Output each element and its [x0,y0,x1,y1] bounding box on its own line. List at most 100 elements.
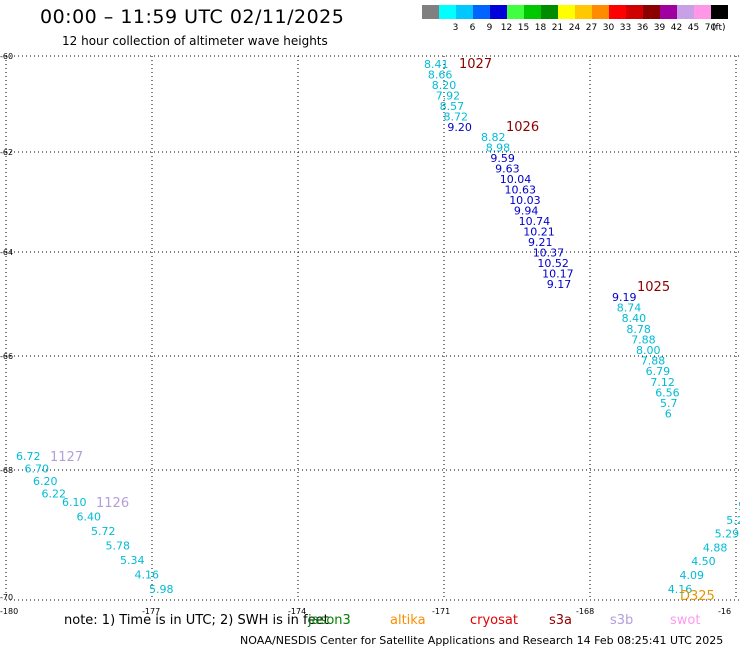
swh-value: 5.72 [91,525,116,538]
longitude-tick-label: -16 [718,607,731,616]
swh-value: 10.04 [500,173,532,186]
swh-value: 9.20 [447,121,472,134]
swh-value: 4.09 [680,569,705,582]
pass-number: D325 [680,589,715,604]
swh-value: 6.79 [646,365,671,378]
swh-value: 10.03 [509,194,541,207]
colorbar-swatch [694,5,711,19]
swh-value: 8.41 [424,58,449,71]
colorbar-label: 6 [469,23,476,33]
swh-value: 7.88 [641,355,666,368]
footer-credit: NOAA/NESDIS Center for Satellite Applica… [240,634,724,647]
swh-value: 6.40 [77,511,102,524]
swh-value: 4.50 [691,555,716,568]
colorbar-swatch [609,5,626,19]
axis-labels: -180 -177 -174 -171 -168 -16 -60 -62 -64 -66 -68 -7… [0,52,731,616]
pass-number: 1126 [96,496,129,511]
pass-number: 1026 [506,120,539,135]
colorbar-swatch [422,5,439,19]
colorbar-swatch [439,5,456,19]
swh-value: 7.12 [650,376,675,389]
swh-value: 4.16 [668,583,693,596]
swh-value: 8.57 [440,100,465,113]
swh-value: 7.92 [436,90,461,103]
pass-number: 1025 [637,280,670,295]
map-title: 00:00 – 11:59 UTC 02/11/2025 [40,6,345,28]
colorbar-swatch [558,5,575,19]
colorbar-swatch [541,5,558,19]
latitude-tick-label: -64 [0,248,13,257]
swh-value: 6.22 [42,488,67,501]
swh-value: 8.98 [486,142,511,155]
swh-value: 6.70 [25,463,50,476]
colorbar-swatch [575,5,592,19]
colorbar-label: 18 [534,23,547,33]
pass-number: 1127 [50,450,83,465]
latitude-tick-label: -66 [0,352,13,361]
colorbar-swatch [456,5,473,19]
colorbar-swatch [677,5,694,19]
swh-value: 6.20 [33,475,58,488]
swh-value: 8.00 [636,344,661,357]
swh-value: 5 [738,500,740,513]
swh-value: 9.19 [612,291,637,304]
colorbar-swatch [626,5,643,19]
swh-value: 8.72 [444,111,469,124]
colorbar-label: 3 [452,23,459,33]
colorbar-swatch [643,5,660,19]
latitude-tick-label: -70 [0,593,13,602]
mission-jason3: jason3 [308,613,351,628]
map-grid [5,55,740,601]
colorbar-label: 45 [687,23,700,33]
colorbar-swatch [524,5,541,19]
colorbar-label: 15 [517,23,530,33]
swh-value: 8.78 [626,323,651,336]
mission-cryosat: cryosat [470,613,518,628]
latitude-tick-label: -60 [0,52,13,61]
swh-value: 6.56 [655,386,680,399]
longitude-tick-label: -171 [432,607,450,616]
swh-value: 10.63 [505,184,537,197]
swh-value: 4.16 [135,569,160,582]
mission-swot: swot [670,613,701,628]
latitude-tick-label: -68 [0,466,13,475]
swh-value: 10.21 [523,226,555,239]
longitude-tick-label: -174 [288,607,306,616]
mission-altika: altika [390,613,426,628]
colorbar-swatch [507,5,524,19]
swh-value: 5.7 [660,397,678,410]
swh-value: 8.20 [432,79,457,92]
colorbar-swatch [473,5,490,19]
mission-s3b: s3b [610,613,634,628]
colorbar-label: 70 [704,23,717,33]
longitude-tick-label: -168 [576,607,594,616]
longitude-tick-label: -180 [0,607,18,616]
swh-value: 9.59 [490,152,515,165]
swh-value: 8.40 [622,312,647,325]
colorbar-swatch [660,5,677,19]
longitude-tick-label: -177 [142,607,160,616]
pass-number: 1027 [459,57,492,72]
swh-value: 9.21 [528,236,553,249]
swh-value: 5.29 [715,528,740,541]
swh-value: 8.74 [617,302,642,315]
swh-value: 5.2 [726,514,740,527]
colorbar-label: 33 [619,23,632,33]
colorbar-swatch [490,5,507,19]
swh-value: 9.17 [547,278,572,291]
swh-value: 9.63 [495,163,519,176]
colorbar-label: 42 [670,23,683,33]
colorbar-label: 24 [568,23,581,33]
swh-value: 7.88 [631,333,656,346]
swh-value: 9.94 [514,205,539,218]
swh-value: 6 [665,408,672,421]
map-subtitle: 12 hour collection of altimeter wave hei… [62,34,328,48]
latitude-tick-label: -62 [0,148,13,157]
colorbar-label: 21 [551,23,564,33]
swh-value: 6.72 [16,450,41,463]
colorbar-label: 30 [602,23,615,33]
swh-value: 10.74 [519,215,551,228]
colorbar-swatch [592,5,609,19]
satellite-tracks: 8.418.668.207.928.578.729.20 1027 8.828.98… [16,57,740,604]
